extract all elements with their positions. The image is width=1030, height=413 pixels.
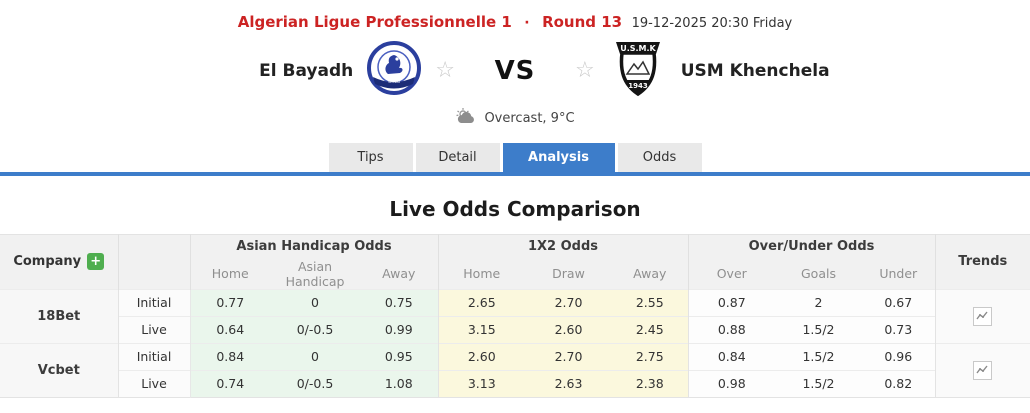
trends-chart-icon[interactable] (973, 360, 993, 380)
odds-value: 0.73 (862, 315, 936, 343)
odds-value: 2.70 (525, 288, 612, 316)
line-type: Initial (118, 342, 191, 370)
odds-value: 2 (775, 288, 862, 316)
separator-dot: · (524, 15, 530, 31)
vs-label: VS (494, 56, 536, 86)
odds-value: 2.65 (438, 288, 525, 316)
line-type: Live (118, 315, 191, 343)
weather-text: Overcast, 9°C (484, 110, 575, 126)
section-title: Live Odds Comparison (389, 197, 641, 221)
odds-value: 0.99 (360, 315, 439, 343)
home-favorite-star-icon[interactable]: ☆ (435, 58, 455, 83)
ah-handicap-header: Asian Handicap (270, 258, 360, 289)
match-header: Algerian Ligue Professionnelle 1 · Round… (0, 13, 1030, 31)
odds-value: 3.15 (438, 315, 525, 343)
odds-value: 0/-0.5 (270, 369, 360, 397)
away-team-logo: U.S.M.K 1943 (609, 40, 667, 102)
tab-tips[interactable]: Tips (328, 143, 413, 172)
round-label: Round 13 (542, 13, 623, 31)
line-type: Live (118, 369, 191, 397)
teams-row: El Bayadh WCEB ☆ VS ☆ U.S.M.K 1943 (0, 40, 1030, 102)
odds-value: 2.60 (525, 315, 612, 343)
odds-value: 0.64 (190, 315, 270, 343)
odds-value: 0.87 (688, 288, 775, 316)
table-row: Live 0.74 0/-0.5 1.08 3.13 2.63 2.38 0.9… (0, 369, 1030, 397)
ah-home-header: Home (190, 258, 270, 289)
ah-away-header: Away (360, 258, 439, 289)
odds-value: 2.38 (612, 369, 689, 397)
trends-cell (935, 288, 1030, 343)
company-header: Company + (0, 234, 119, 289)
svg-text:WCEB: WCEB (388, 79, 400, 84)
home-team-name: El Bayadh (259, 61, 354, 81)
table-row: Vcbet Initial 0.84 0 0.95 2.60 2.70 2.75… (0, 342, 1030, 397)
overcast-weather-icon (455, 108, 477, 128)
line-type-header (118, 234, 191, 289)
away-team-block: ☆ U.S.M.K 1943 USM Khenchela (575, 40, 975, 102)
line-type: Initial (118, 288, 191, 316)
odds-value: 1.08 (360, 369, 439, 397)
home-team-logo: WCEB (367, 41, 422, 101)
add-company-button[interactable]: + (87, 253, 105, 271)
league-name[interactable]: Algerian Ligue Professionnelle 1 (237, 13, 512, 31)
1x2-group-header: 1X2 Odds (438, 234, 689, 259)
odds-value: 0.84 (688, 342, 775, 370)
odds-value: 1.5/2 (775, 369, 862, 397)
table-row: Live 0.64 0/-0.5 0.99 3.15 2.60 2.45 0.8… (0, 315, 1030, 343)
ou-over-header: Over (688, 258, 775, 289)
odds-value: 2.75 (612, 342, 689, 370)
1x2-away-header: Away (612, 258, 689, 289)
odds-value: 0.82 (862, 369, 936, 397)
odds-value: 0.75 (360, 288, 439, 316)
odds-value: 1.5/2 (775, 315, 862, 343)
tab-odds[interactable]: Odds (617, 143, 702, 172)
kickoff-datetime: 19-12-2025 20:30 Friday (631, 16, 793, 31)
odds-value: 3.13 (438, 369, 525, 397)
odds-value: 0.88 (688, 315, 775, 343)
odds-value: 0 (270, 288, 360, 316)
tab-detail[interactable]: Detail (415, 143, 500, 172)
away-team-name: USM Khenchela (680, 61, 830, 81)
home-team-block: El Bayadh WCEB ☆ (55, 41, 455, 101)
active-tab-underline (0, 172, 1030, 176)
ou-under-header: Under (862, 258, 936, 289)
1x2-home-header: Home (438, 258, 525, 289)
odds-value: 0.96 (862, 342, 936, 370)
tab-bar: Tips Detail Analysis Odds (0, 143, 1030, 172)
table-row: 18Bet Initial 0.77 0 0.75 2.65 2.70 2.55… (0, 288, 1030, 343)
odds-value: 0/-0.5 (270, 315, 360, 343)
odds-value: 2.63 (525, 369, 612, 397)
odds-value: 0.74 (190, 369, 270, 397)
odds-value: 2.45 (612, 315, 689, 343)
odds-value: 2.70 (525, 342, 612, 370)
svg-text:1943: 1943 (628, 82, 648, 90)
over-under-group-header: Over/Under Odds (688, 234, 936, 259)
company-name: Vcbet (0, 342, 119, 397)
odds-value: 2.55 (612, 288, 689, 316)
ou-goals-header: Goals (775, 258, 862, 289)
company-name: 18Bet (0, 288, 119, 343)
odds-value: 0.95 (360, 342, 439, 370)
away-favorite-star-icon[interactable]: ☆ (575, 58, 595, 83)
odds-value: 0.77 (190, 288, 270, 316)
svg-text:U.S.M.K: U.S.M.K (620, 44, 656, 53)
odds-value: 0.98 (688, 369, 775, 397)
odds-value: 1.5/2 (775, 342, 862, 370)
live-odds-table: Company + Asian Handicap Odds 1X2 Odds Ov… (0, 234, 1030, 398)
tab-analysis[interactable]: Analysis (502, 143, 615, 172)
trends-header: Trends (935, 234, 1030, 289)
trends-chart-icon[interactable] (973, 306, 993, 326)
odds-value: 0.67 (862, 288, 936, 316)
odds-value: 0.84 (190, 342, 270, 370)
odds-value: 0 (270, 342, 360, 370)
odds-value: 2.60 (438, 342, 525, 370)
weather-row: Overcast, 9°C (0, 108, 1030, 128)
asian-handicap-group-header: Asian Handicap Odds (190, 234, 439, 259)
trends-cell (935, 342, 1030, 397)
1x2-draw-header: Draw (525, 258, 612, 289)
